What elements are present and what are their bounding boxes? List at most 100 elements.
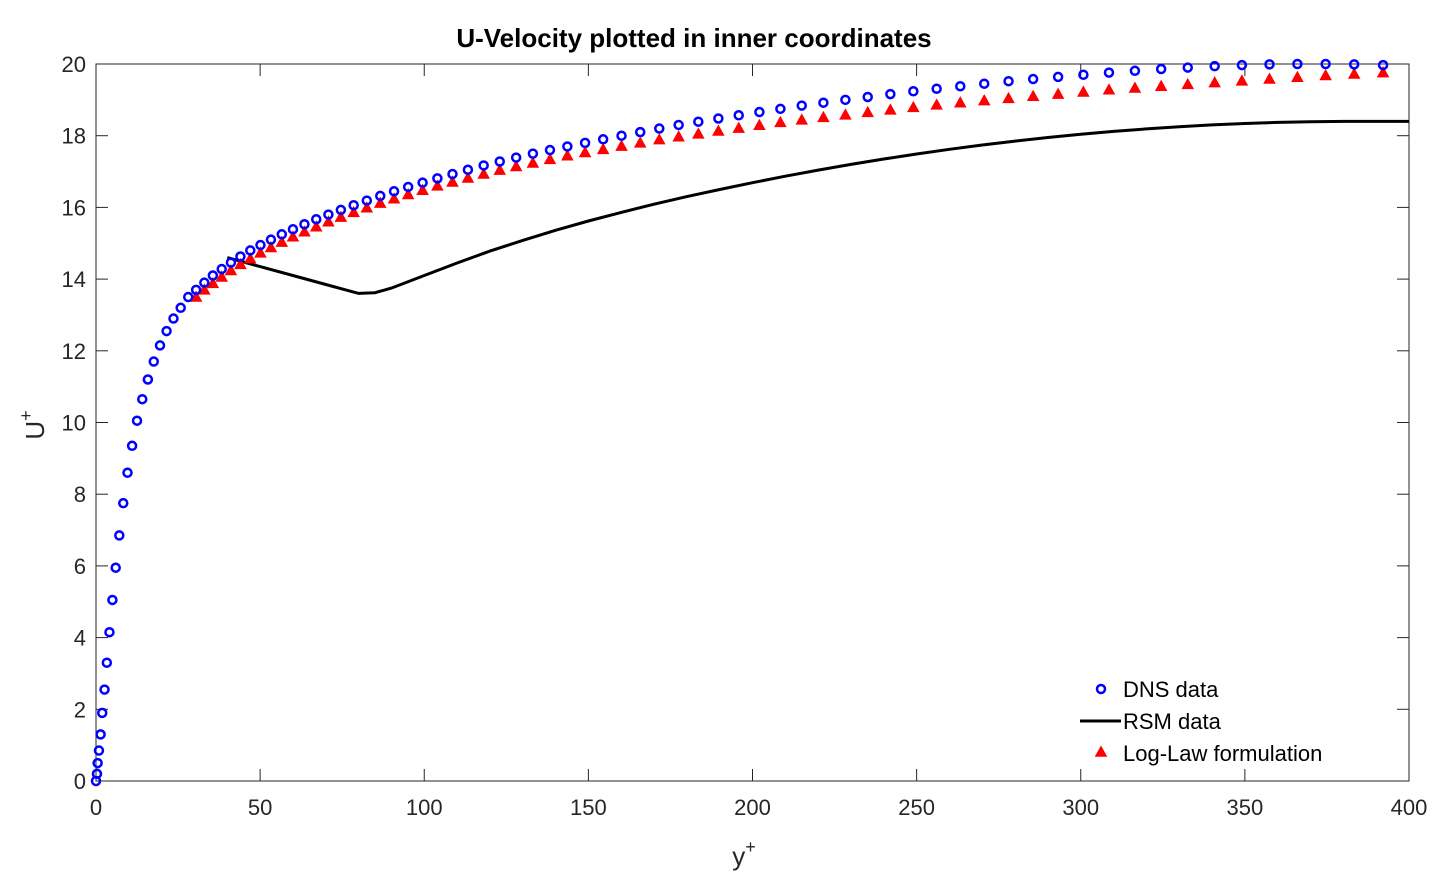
legend-label-rsm: RSM data <box>1123 709 1222 734</box>
dns-point <box>1078 69 1089 81</box>
dns-point <box>693 116 704 127</box>
dns-point <box>544 144 556 156</box>
dns-point <box>1320 58 1331 70</box>
legend-label-loglaw: Log-Law formulation <box>1123 741 1322 766</box>
y-axis-label-superscript: + <box>16 410 36 421</box>
dns-point <box>1103 67 1115 78</box>
loglaw-point <box>509 159 523 172</box>
loglaw-point <box>322 215 335 227</box>
loglaw-point <box>954 96 967 108</box>
dns-point <box>375 190 386 202</box>
dns-point <box>361 195 373 206</box>
loglaw-point <box>224 263 238 276</box>
y-tick-label: 16 <box>62 195 86 220</box>
loglaw-point <box>1235 74 1249 86</box>
loglaw-point <box>907 100 920 113</box>
dns-point <box>654 123 665 134</box>
dns-point <box>190 284 202 296</box>
dns-point <box>117 497 129 509</box>
dns-point <box>796 100 807 111</box>
loglaw-point <box>692 127 705 139</box>
dns-point <box>478 160 489 171</box>
dns-point <box>733 110 744 121</box>
x-tick-label: 300 <box>1062 795 1099 820</box>
x-axis-label-superscript: + <box>745 837 756 857</box>
dns-point <box>462 164 474 176</box>
dns-point <box>1264 59 1275 70</box>
x-axis-label-text: y <box>732 841 745 871</box>
dns-point <box>862 91 873 103</box>
loglaw-point <box>373 196 387 208</box>
dns-point <box>1209 60 1220 72</box>
y-axis-label-text: U <box>20 421 50 440</box>
y-tick-label: 4 <box>74 626 86 651</box>
x-axis-ticks: 0 50 100 150 200 250 300 350 400 <box>90 64 1427 820</box>
dns-point <box>182 291 194 303</box>
y-tick-label: 10 <box>62 411 86 436</box>
dns-point <box>885 88 896 100</box>
dns-point <box>417 177 428 188</box>
loglaw-point <box>561 149 574 161</box>
dns-point <box>1155 63 1167 75</box>
loglaw-point <box>189 290 203 302</box>
dns-point <box>1129 65 1141 77</box>
dns-point <box>207 270 219 281</box>
dns-point <box>527 148 539 159</box>
y-tick-label: 12 <box>62 339 86 364</box>
dns-point <box>95 729 106 740</box>
dns-point <box>148 356 160 367</box>
y-tick-label: 2 <box>74 697 86 722</box>
dns-point <box>276 229 288 240</box>
dns-point <box>311 213 322 225</box>
legend-marker-dns <box>1095 683 1107 695</box>
loglaw-point <box>1154 79 1168 91</box>
dns-point <box>265 234 277 245</box>
loglaw-point <box>615 139 628 151</box>
loglaw-point <box>1181 77 1195 90</box>
loglaw-point <box>1347 67 1361 79</box>
y-tick-label: 8 <box>74 482 86 507</box>
plot-area <box>95 63 1410 782</box>
loglaw-point <box>493 163 507 175</box>
dns-point <box>142 374 154 385</box>
y-tick-label: 0 <box>74 769 86 794</box>
loglaw-point <box>298 225 311 237</box>
legend-label-dns: DNS data <box>1123 677 1219 702</box>
dns-point <box>597 134 609 145</box>
y-tick-label: 18 <box>62 124 86 149</box>
loglaw-point <box>401 187 415 200</box>
loglaw-point <box>633 136 647 148</box>
loglaw-point <box>1319 68 1332 81</box>
loglaw-point <box>774 115 787 128</box>
dns-point <box>91 768 103 780</box>
dns-point <box>432 173 443 184</box>
dns-point <box>754 106 765 118</box>
dns-point <box>245 245 256 256</box>
loglaw-point <box>526 156 540 168</box>
loglaw-point <box>264 241 278 253</box>
loglaw-point <box>431 179 444 191</box>
dns-point <box>978 78 990 89</box>
loglaw-point <box>712 124 725 136</box>
dns-point <box>1052 71 1064 83</box>
loglaw-point <box>795 113 809 125</box>
loglaw-point <box>653 133 666 145</box>
x-tick-label: 100 <box>406 795 443 820</box>
dns-point <box>931 83 942 94</box>
x-tick-label: 350 <box>1227 795 1264 820</box>
dns-point <box>673 119 684 131</box>
dns-point <box>447 168 458 180</box>
dns-point <box>114 530 125 541</box>
x-tick-label: 150 <box>570 795 607 820</box>
y-tick-label: 20 <box>62 52 86 77</box>
y-axis-ticks: 0 2 4 6 8 10 12 14 16 18 20 <box>62 52 1409 794</box>
dns-point <box>1003 75 1014 87</box>
loglaw-point <box>1291 70 1304 83</box>
dns-point <box>92 757 103 769</box>
dns-point <box>99 684 110 695</box>
x-tick-label: 50 <box>248 795 272 820</box>
dns-point <box>126 440 138 452</box>
dns-point <box>402 181 414 193</box>
dns-point <box>161 325 172 337</box>
dns-point <box>107 594 118 606</box>
